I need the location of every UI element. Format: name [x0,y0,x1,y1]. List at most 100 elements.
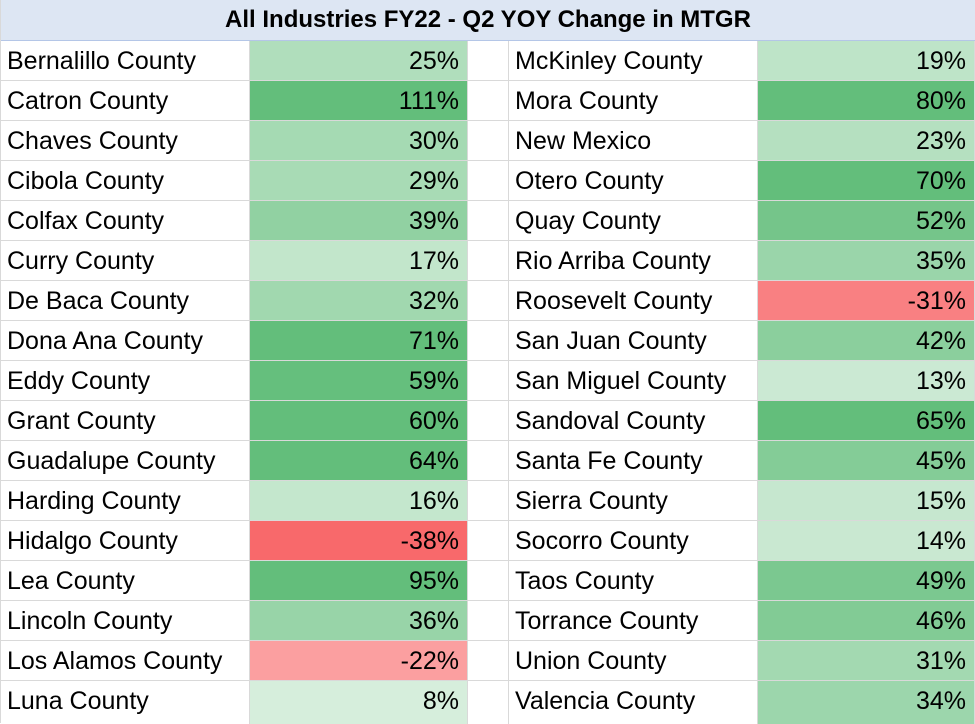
table-row: Mora County 80% [509,81,975,121]
row-gap-cell [468,561,509,600]
value-cell: 29% [250,161,468,200]
table-row: Catron County 111% [1,81,509,121]
row-gap-cell [468,281,509,320]
county-name-cell: Grant County [1,401,250,440]
table-row: Colfax County 39% [1,201,509,241]
county-name-cell: Socorro County [509,521,758,560]
table-row: Torrance County 46% [509,601,975,641]
table-row: Guadalupe County 64% [1,441,509,481]
table-row: Eddy County 59% [1,361,509,401]
value-cell: 45% [758,441,975,480]
table-row: Sierra County 15% [509,481,975,521]
table-row: Sandoval County 65% [509,401,975,441]
table-row: Bernalillo County 25% [1,41,509,81]
value-cell: 59% [250,361,468,400]
value-cell: 70% [758,161,975,200]
value-cell: 95% [250,561,468,600]
value-cell: 52% [758,201,975,240]
row-gap-cell [468,201,509,240]
right-column: McKinley County 19% Mora County 80% New Mexi… [509,41,975,724]
table-row: De Baca County 32% [1,281,509,321]
row-gap-cell [468,521,509,560]
county-name-cell: Santa Fe County [509,441,758,480]
row-gap-cell [468,401,509,440]
county-name-cell: Harding County [1,481,250,520]
table-row: New Mexico 23% [509,121,975,161]
county-name-cell: Union County [509,641,758,680]
table-grid: Bernalillo County 25% Catron County 111% Cha… [1,41,975,724]
value-cell: 31% [758,641,975,680]
value-cell: -38% [250,521,468,560]
county-name-cell: San Juan County [509,321,758,360]
row-gap-cell [468,161,509,200]
table-row: Grant County 60% [1,401,509,441]
row-gap-cell [468,481,509,520]
value-cell: 15% [758,481,975,520]
value-cell: 23% [758,121,975,160]
value-cell: 60% [250,401,468,440]
table-row: San Miguel County 13% [509,361,975,401]
table-row: Curry County 17% [1,241,509,281]
value-cell: 30% [250,121,468,160]
value-cell: 17% [250,241,468,280]
value-cell: 32% [250,281,468,320]
county-name-cell: Sierra County [509,481,758,520]
value-cell: 71% [250,321,468,360]
county-name-cell: Eddy County [1,361,250,400]
county-name-cell: Chaves County [1,121,250,160]
county-name-cell: Guadalupe County [1,441,250,480]
table-row: Luna County 8% [1,681,509,724]
row-gap-cell [468,81,509,120]
value-cell: 42% [758,321,975,360]
table-row: Socorro County 14% [509,521,975,561]
county-name-cell: Curry County [1,241,250,280]
value-cell: 49% [758,561,975,600]
table-row: Chaves County 30% [1,121,509,161]
county-name-cell: Colfax County [1,201,250,240]
table-row: Valencia County 34% [509,681,975,724]
table-row: Cibola County 29% [1,161,509,201]
table-row: Rio Arriba County 35% [509,241,975,281]
table-row: Taos County 49% [509,561,975,601]
row-gap-cell [468,321,509,360]
value-cell: 46% [758,601,975,640]
value-cell: -31% [758,281,975,320]
county-name-cell: Lea County [1,561,250,600]
county-name-cell: Cibola County [1,161,250,200]
county-name-cell: San Miguel County [509,361,758,400]
county-name-cell: Hidalgo County [1,521,250,560]
row-gap-cell [468,121,509,160]
table-row: Hidalgo County -38% [1,521,509,561]
county-name-cell: Dona Ana County [1,321,250,360]
row-gap-cell [468,601,509,640]
county-name-cell: Lincoln County [1,601,250,640]
row-gap-cell [468,361,509,400]
value-cell: 80% [758,81,975,120]
county-name-cell: Otero County [509,161,758,200]
value-cell: 8% [250,681,468,724]
row-gap-cell [468,681,509,724]
county-name-cell: Catron County [1,81,250,120]
county-name-cell: McKinley County [509,41,758,80]
county-name-cell: Taos County [509,561,758,600]
table-row: Otero County 70% [509,161,975,201]
county-name-cell: New Mexico [509,121,758,160]
table-title: All Industries FY22 - Q2 YOY Change in M… [1,0,975,41]
table-row: Roosevelt County -31% [509,281,975,321]
row-gap-cell [468,41,509,80]
value-cell: 35% [758,241,975,280]
table-row: Lincoln County 36% [1,601,509,641]
county-name-cell: Valencia County [509,681,758,724]
county-name-cell: Quay County [509,201,758,240]
table-row: Santa Fe County 45% [509,441,975,481]
value-cell: 111% [250,81,468,120]
county-name-cell: Roosevelt County [509,281,758,320]
value-cell: 65% [758,401,975,440]
county-name-cell: Rio Arriba County [509,241,758,280]
table-row: San Juan County 42% [509,321,975,361]
value-cell: 64% [250,441,468,480]
value-cell: 39% [250,201,468,240]
county-name-cell: De Baca County [1,281,250,320]
county-name-cell: Sandoval County [509,401,758,440]
